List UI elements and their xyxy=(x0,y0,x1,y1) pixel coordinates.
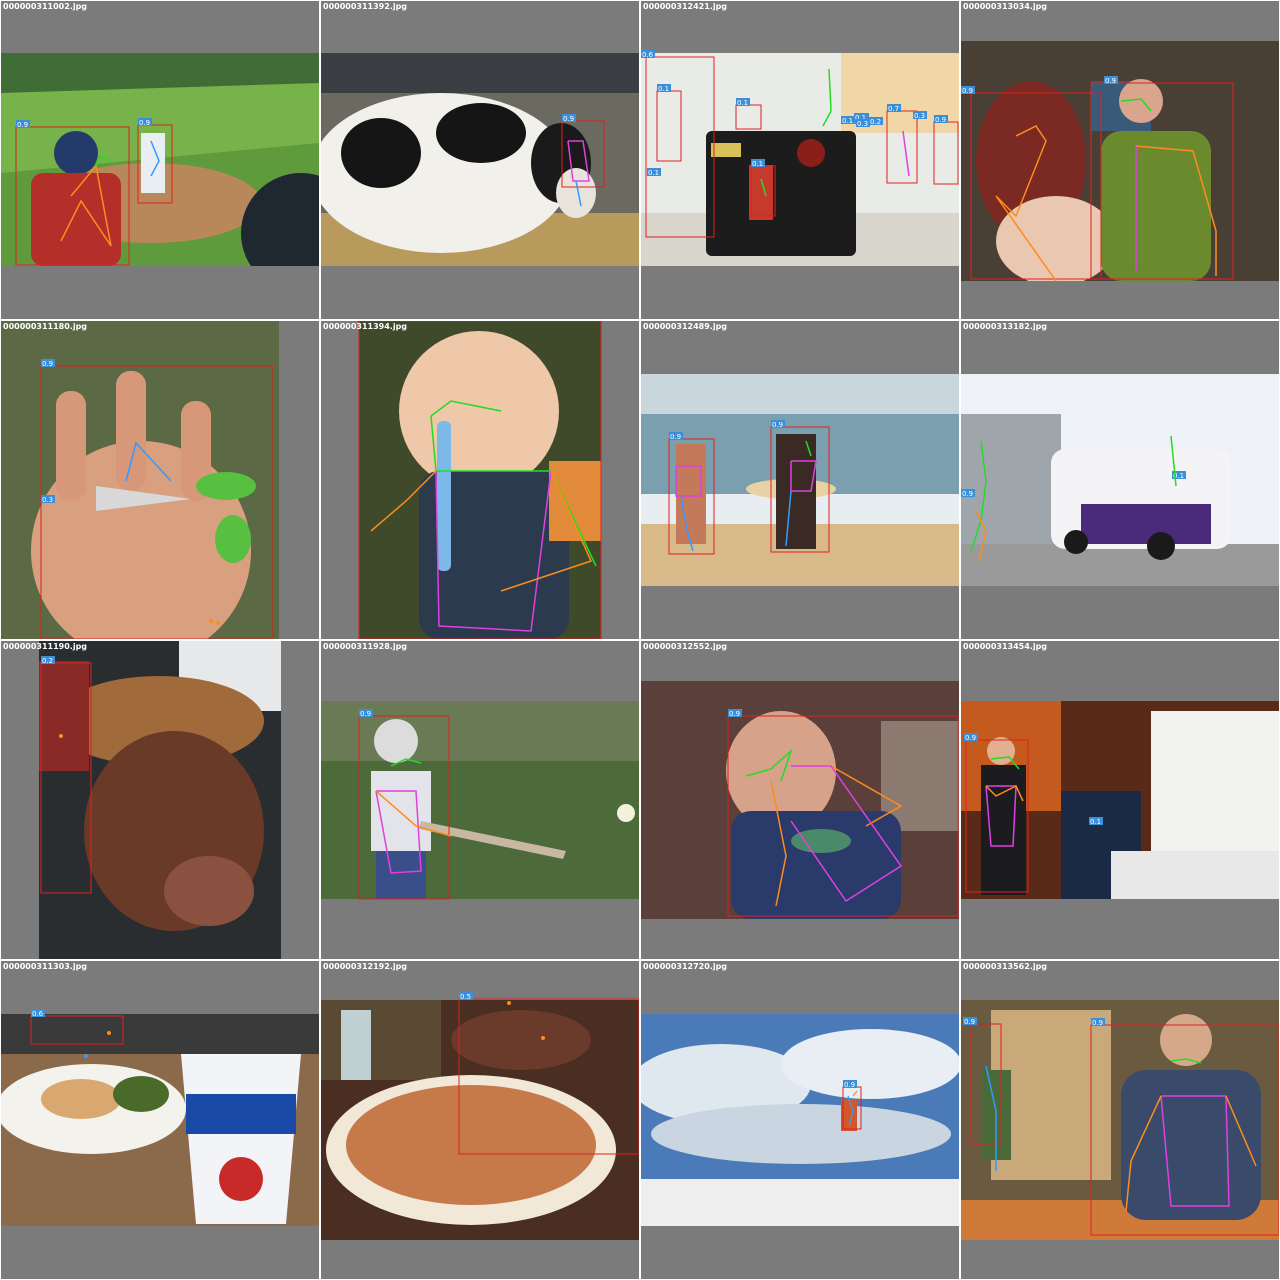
score-label: 0.7 xyxy=(888,105,899,113)
image-filename: 000000313454.jpg xyxy=(963,642,1048,651)
image-filename: 000000313034.jpg xyxy=(963,2,1048,11)
grid-cell: 000000311180.jpg 0.9 0.3 xyxy=(1,321,319,639)
image-filename: 000000311394.jpg xyxy=(323,322,408,331)
score-label: 0.3 xyxy=(42,496,53,504)
score-label: 0.9 xyxy=(17,121,28,129)
score-label: 0.9 xyxy=(670,433,681,441)
score-label: 0.2 xyxy=(42,657,53,665)
image-filename: 000000312421.jpg xyxy=(643,2,728,11)
grid-cell: 000000313454.jpg 0.9 0.1 xyxy=(961,641,1279,959)
detection-overlay: 0.5 xyxy=(458,992,639,1155)
score-label: 0.2 xyxy=(870,118,881,126)
score-label: 0.1 xyxy=(1173,472,1184,480)
grid-cell: 000000312489.jpg 0.9 0.9 xyxy=(641,321,959,639)
image-filename: 000000312552.jpg xyxy=(643,642,728,651)
detection-overlay: 0.9 xyxy=(358,709,452,900)
image-filename: 000000313182.jpg xyxy=(963,322,1048,331)
photo-dog-hat xyxy=(39,641,281,959)
image-filename: 000000312720.jpg xyxy=(643,962,728,971)
score-label: 0.1 xyxy=(648,169,659,177)
score-label: 0.9 xyxy=(935,116,946,124)
photo-suitcase-street xyxy=(641,53,959,266)
score-label: 0.9 xyxy=(729,710,740,718)
image-filename: 000000311928.jpg xyxy=(323,642,408,651)
score-label: 0.9 xyxy=(1092,1019,1103,1027)
detection-overlay: 0.6 0.1 0.1 0.1 0.1 0.1 0.1 0.2 0.7 0.3 … xyxy=(641,50,959,238)
score-label: 0.9 xyxy=(844,1081,855,1089)
photo-food-pepsi xyxy=(1,1014,319,1226)
detection-overlay: 0.9 0.1 xyxy=(961,435,1186,562)
score-label: 0.6 xyxy=(642,51,654,59)
score-label: 0.6 xyxy=(32,1010,44,1018)
grid-cell: 000000311392.jpg 0.9 xyxy=(321,1,639,319)
score-label: 0.1 xyxy=(658,85,669,93)
score-label: 0.9 xyxy=(139,119,150,127)
detection-overlay: 0.9 0.9 xyxy=(668,420,830,555)
photo-baby-toothbrush xyxy=(359,321,601,639)
grid-cell: 000000313034.jpg 0.9 0.9 xyxy=(961,1,1279,319)
grid-cell: 000000311928.jpg 0.9 xyxy=(321,641,639,959)
score-label: 0.3 xyxy=(914,112,925,120)
score-label: 0.3 xyxy=(857,120,868,128)
detection-overlay: 0.9 0.1 xyxy=(964,733,1103,893)
photo-baseball-batter xyxy=(1,53,319,266)
score-label: 0.1 xyxy=(737,99,748,107)
detection-overlay xyxy=(358,321,602,639)
detection-overlay: 0.9 0.3 xyxy=(40,359,274,639)
score-label: 0.9 xyxy=(360,710,371,718)
photo-pizza-table xyxy=(321,1000,639,1240)
grid-cell: 000000312192.jpg 0.5 xyxy=(321,961,639,1279)
grid-cell: 000000312421.jpg 0.6 0.1 0.1 0.1 0.1 0.1 xyxy=(641,1,959,319)
detection-overlay: 0.9 0.9 xyxy=(15,118,173,266)
score-label: 0.1 xyxy=(842,117,853,125)
photo-speaker-podium xyxy=(961,701,1279,899)
detection-overlay: 0.9 xyxy=(842,1080,862,1130)
grid-cell: 000000311303.jpg 0.6 xyxy=(1,961,319,1279)
detection-overlay: 0.2 xyxy=(40,656,92,894)
image-filename: 000000311392.jpg xyxy=(323,2,408,11)
image-filename: 000000311002.jpg xyxy=(3,2,88,11)
image-filename: 000000312192.jpg xyxy=(323,962,408,971)
grid-cell: 000000313562.jpg 0.9 0.9 xyxy=(961,961,1279,1279)
image-filename: 000000313562.jpg xyxy=(963,962,1048,971)
score-label: 0.9 xyxy=(965,734,976,742)
score-label: 0.9 xyxy=(1105,77,1116,85)
score-label: 0.9 xyxy=(962,87,973,95)
score-label: 0.9 xyxy=(964,1018,975,1026)
score-label: 0.9 xyxy=(962,490,973,498)
detection-overlay: 0.9 0.9 xyxy=(961,76,1234,282)
score-label: 0.1 xyxy=(752,160,763,168)
grid-cell: 000000311394.jpg xyxy=(321,321,639,639)
detection-overlay: 0.9 xyxy=(561,114,605,207)
image-filename: 000000312489.jpg xyxy=(643,322,728,331)
image-filename: 000000311180.jpg xyxy=(3,322,88,331)
score-label: 0.5 xyxy=(460,993,471,1001)
photo-kid-bat xyxy=(321,701,639,899)
image-filename: 000000311190.jpg xyxy=(3,642,88,651)
grid-cell: 000000312552.jpg 0.9 xyxy=(641,641,959,959)
grid-cell: 000000312720.jpg 0.9 xyxy=(641,961,959,1279)
detection-overlay: 0.9 0.9 xyxy=(963,1017,1279,1236)
photo-person-eating xyxy=(641,681,959,919)
grid-cell: 000000311190.jpg 0.2 xyxy=(1,641,319,959)
photo-couple-indoor xyxy=(961,41,1279,281)
score-label: 0.9 xyxy=(42,360,53,368)
grid-cell: 000000313182.jpg 0.9 0.1 xyxy=(961,321,1279,639)
detection-overlay: 0.9 xyxy=(727,709,959,917)
score-label: 0.9 xyxy=(563,115,574,123)
photo-kite-sky xyxy=(641,1014,959,1226)
score-label: 0.1 xyxy=(855,114,866,122)
grid-cell: 000000311002.jpg 0.9 0.9 xyxy=(1,1,319,319)
image-filename: 000000311303.jpg xyxy=(3,962,88,971)
photo-beach-surfers xyxy=(641,374,959,586)
photo-hand-scissors xyxy=(1,321,279,639)
photo-city-bus xyxy=(961,374,1279,586)
score-label: 0.9 xyxy=(772,421,783,429)
score-label: 0.1 xyxy=(1090,818,1101,826)
photo-cow-barn xyxy=(321,53,639,266)
detection-overlay: 0.6 xyxy=(30,1009,124,1058)
